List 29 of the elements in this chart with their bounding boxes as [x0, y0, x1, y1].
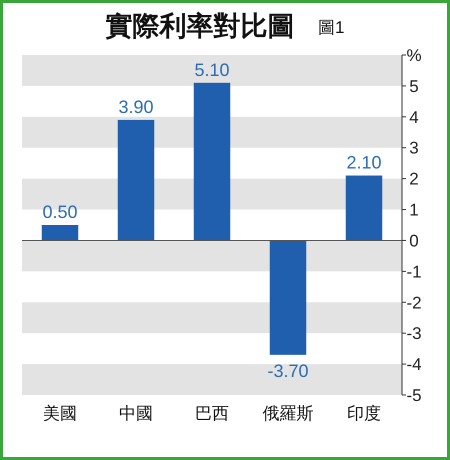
x-tick-label: 俄羅斯 — [262, 404, 314, 423]
y-tick-label: 0 — [409, 231, 419, 250]
bar — [346, 176, 382, 240]
y-tick-label: 2 — [409, 170, 419, 189]
y-tick-label: 3 — [409, 138, 419, 158]
data-label: 5.10 — [194, 60, 230, 80]
bar — [270, 240, 306, 355]
x-tick-label: 巴西 — [195, 404, 229, 423]
bar — [42, 225, 78, 240]
data-label: 3.90 — [118, 96, 154, 117]
x-tick-label: 中國 — [119, 404, 153, 423]
y-tick-label: 5 — [409, 76, 419, 96]
chart-title: 實際利率對比圖 — [106, 11, 294, 41]
x-tick-label: 印度 — [347, 404, 381, 423]
bar — [118, 120, 154, 240]
y-tick-label: 1 — [409, 200, 419, 220]
y-tick-label: 4 — [409, 108, 419, 127]
data-label: 0.50 — [42, 202, 78, 222]
data-label: -3.70 — [267, 360, 309, 381]
x-tick-label: 美國 — [43, 404, 77, 423]
bar — [194, 82, 230, 240]
y-tick-label: % — [406, 46, 422, 65]
y-tick-label: -3 — [406, 324, 422, 344]
chart-subtitle: 圖1 — [318, 18, 344, 37]
data-label: 2.10 — [346, 152, 382, 173]
y-tick-label: -5 — [406, 386, 422, 405]
y-tick-label: -4 — [406, 355, 422, 374]
y-tick-label: -1 — [406, 262, 422, 282]
y-tick-label: -2 — [406, 293, 422, 312]
